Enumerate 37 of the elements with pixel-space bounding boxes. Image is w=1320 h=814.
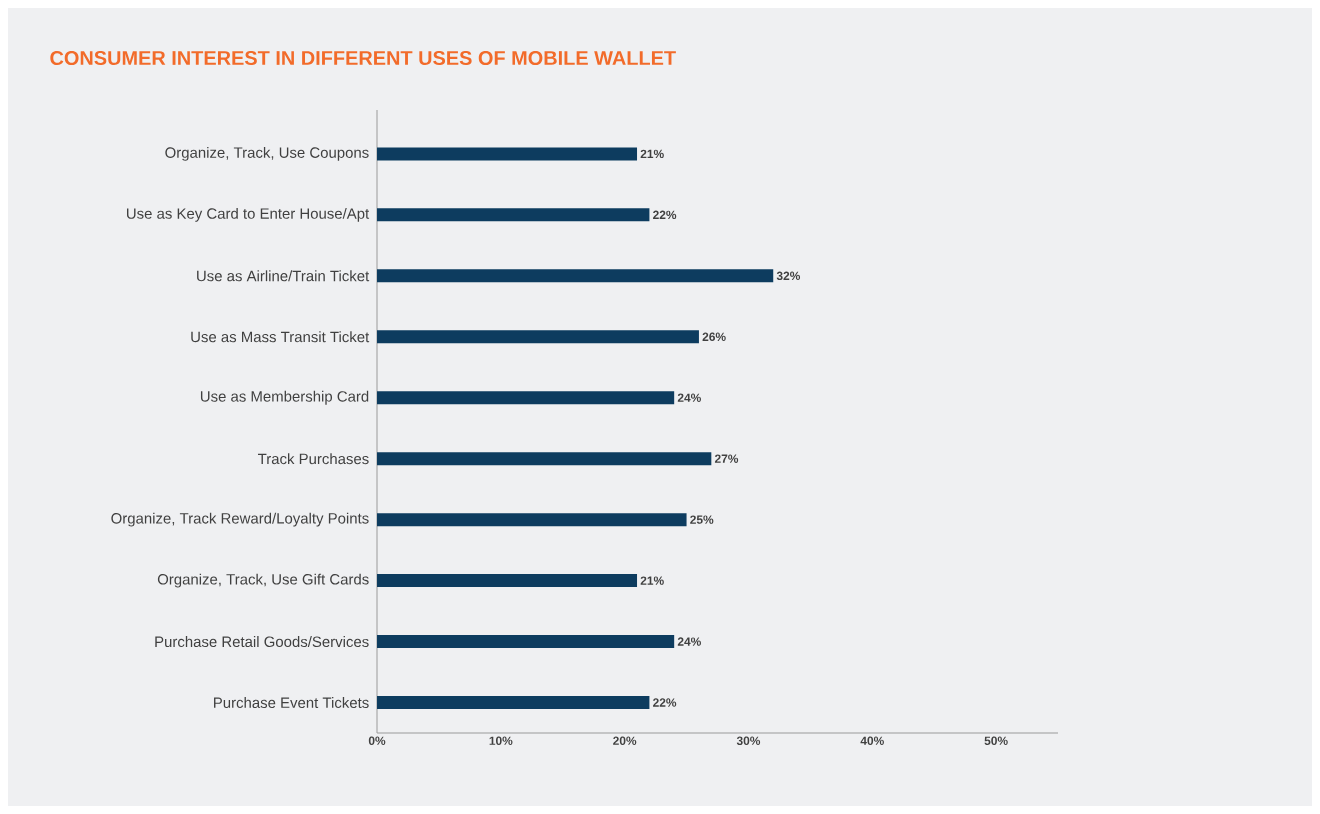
bar: [377, 513, 687, 527]
data-label: 21%: [640, 576, 664, 585]
y-tick-label: Track Purchases: [258, 453, 369, 465]
y-tick-label: Use as Airline/Train Ticket: [197, 270, 370, 282]
bar: [377, 208, 650, 222]
chart-title: CONSUMER INTEREST IN DIFFERENT USES OF MOBILE WALLET: [50, 50, 676, 66]
data-label: 22%: [653, 698, 677, 707]
bar: [377, 147, 638, 161]
y-tick-label: Use as Mass Transit Ticket: [191, 331, 370, 343]
data-label: 21%: [640, 149, 664, 159]
y-tick-label: Use as Membership Card: [200, 390, 369, 405]
x-tick-label: 0%: [368, 736, 386, 745]
y-tick-label: Organize, Track, Use Gift Cards: [157, 573, 369, 588]
y-tick-label: Organize, Track, Use Coupons: [165, 146, 369, 161]
y-tick-label: Organize, Track Reward/Loyalty Points: [111, 512, 369, 527]
x-tick-label: 30%: [736, 736, 761, 746]
y-tick-label: Use as Key Card to Enter House/Apt: [127, 207, 370, 222]
bar: [377, 696, 650, 710]
y-tick-label: Purchase Event Tickets: [214, 697, 369, 709]
data-label: 24%: [677, 637, 701, 646]
data-label: 27%: [714, 454, 739, 463]
x-tick-label: 20%: [613, 736, 637, 745]
bar: [377, 269, 774, 283]
data-label: 22%: [653, 210, 677, 220]
y-tick-label: Purchase Retail Goods/Services: [155, 636, 369, 648]
bar: [377, 452, 712, 466]
bar: [377, 330, 699, 344]
data-label: 26%: [702, 332, 726, 341]
data-label: 24%: [677, 393, 701, 402]
data-label: 25%: [690, 515, 714, 524]
data-label: 32%: [776, 271, 801, 281]
bar: [377, 574, 638, 588]
x-tick-label: 50%: [984, 736, 1008, 745]
bar: [377, 635, 675, 649]
x-tick-label: 10%: [489, 736, 513, 745]
x-tick-label: 40%: [860, 736, 884, 745]
bar: [377, 391, 675, 405]
